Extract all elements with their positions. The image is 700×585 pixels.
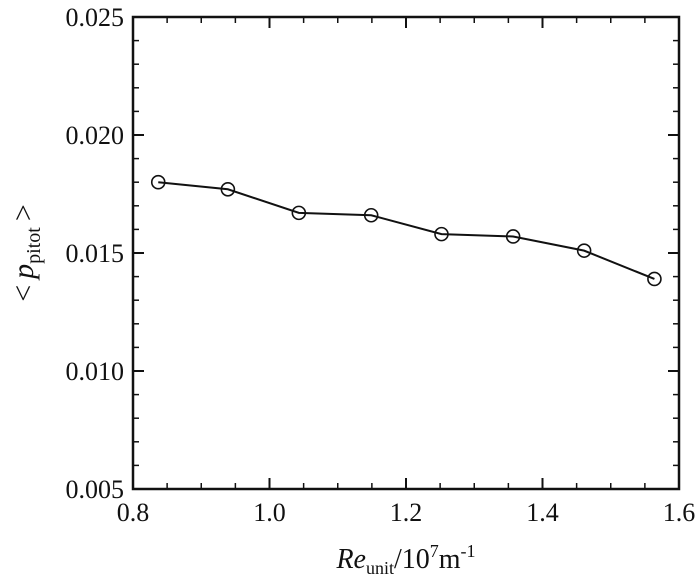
y-axis-label: <ppitot> [7, 204, 45, 302]
x-tick-label: 1.4 [526, 498, 559, 527]
plot-frame [131, 15, 681, 491]
x-tick-label: 1.6 [663, 498, 696, 527]
data-point [150, 174, 166, 190]
y-tick-label: 0.020 [66, 121, 125, 150]
y-tick-label: 0.015 [66, 239, 125, 268]
data-point [220, 181, 236, 197]
y-tick-label: 0.005 [66, 475, 125, 504]
series-line [158, 181, 655, 280]
x-tick-label: 1.2 [390, 498, 423, 527]
y-tick-label: 0.010 [66, 357, 125, 386]
data-point [576, 243, 592, 258]
data-point [434, 226, 449, 242]
ticks-layer: 0.8 1.0 1.2 1.4 1.6 0.005 0.010 0.015 0.020 0.025 [66, 3, 696, 527]
data-point [647, 271, 662, 287]
series-layer [150, 174, 662, 287]
x-tick-label: 0.8 [117, 498, 150, 527]
x-axis-label: Reunit/107m-1 [335, 541, 475, 578]
data-point [363, 207, 379, 223]
data-point [291, 205, 307, 221]
data-point [505, 229, 521, 244]
x-tick-label: 1.0 [253, 498, 286, 527]
y-tick-label: 0.025 [66, 3, 125, 32]
